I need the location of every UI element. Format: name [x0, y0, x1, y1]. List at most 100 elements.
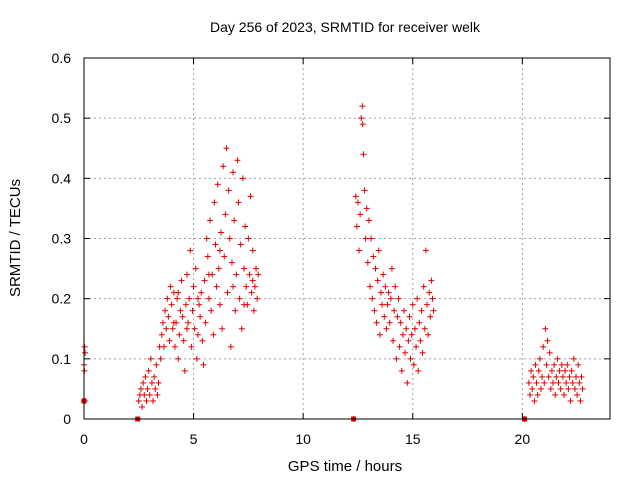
data-point	[230, 283, 237, 290]
data-point	[359, 103, 366, 110]
x-axis-label: GPS time / hours	[288, 458, 402, 475]
y-tick-label: 0.3	[52, 231, 72, 247]
y-tick-label: 0.2	[52, 291, 72, 307]
data-point	[178, 277, 185, 284]
data-point	[224, 289, 231, 296]
data-point	[243, 283, 250, 290]
data-point	[569, 379, 576, 386]
data-point	[379, 301, 386, 308]
data-point	[528, 367, 535, 374]
data-point	[382, 283, 389, 290]
data-point	[228, 259, 235, 266]
data-point	[363, 205, 370, 212]
data-point	[194, 295, 201, 302]
data-point	[402, 349, 409, 356]
data-point	[373, 319, 380, 326]
data-point	[242, 223, 249, 230]
data-point	[215, 265, 222, 272]
data-point	[365, 217, 372, 224]
data-point	[548, 367, 555, 374]
data-point	[232, 307, 239, 314]
data-point	[250, 307, 257, 314]
data-point	[563, 379, 570, 386]
data-point	[371, 307, 378, 314]
data-point	[236, 295, 243, 302]
x-tick-label: 15	[405, 431, 421, 447]
data-point	[539, 373, 546, 380]
data-point	[577, 397, 584, 404]
data-point	[210, 331, 217, 338]
data-point	[545, 373, 552, 380]
data-point	[364, 259, 371, 266]
axis-ticks: 0 0.1 0.2 0.3 0.4 0.5 0.6 0 5 10 15 20	[52, 50, 610, 447]
data-points	[81, 103, 586, 422]
y-tick-label: 0.5	[52, 110, 72, 126]
data-point	[380, 271, 387, 278]
data-point	[196, 301, 203, 308]
data-point	[230, 169, 237, 176]
data-point	[150, 397, 157, 404]
data-point	[167, 283, 174, 290]
data-point	[383, 325, 390, 332]
data-point	[217, 229, 224, 236]
data-point	[565, 385, 572, 392]
data-point	[179, 313, 186, 320]
data-point	[221, 253, 228, 260]
data-point	[202, 319, 209, 326]
data-point	[394, 313, 401, 320]
data-point	[214, 181, 221, 188]
data-point	[370, 253, 377, 260]
x-tick-label: 10	[295, 431, 311, 447]
data-point	[147, 355, 154, 362]
data-point	[175, 355, 182, 362]
data-point	[358, 115, 365, 122]
data-point	[247, 193, 254, 200]
data-point	[222, 211, 229, 218]
data-point	[542, 325, 549, 332]
data-point	[417, 337, 424, 344]
data-point	[208, 307, 215, 314]
data-point	[360, 151, 367, 158]
data-point	[155, 379, 162, 386]
data-point	[233, 271, 240, 278]
data-point	[529, 385, 536, 392]
data-point	[425, 331, 432, 338]
data-point	[205, 295, 212, 302]
data-point	[535, 367, 542, 374]
data-point	[354, 199, 361, 206]
data-point	[398, 367, 405, 374]
data-point	[393, 355, 400, 362]
data-point	[356, 247, 363, 254]
data-point	[226, 235, 233, 242]
data-point	[220, 163, 227, 170]
data-point	[411, 325, 418, 332]
data-point	[576, 379, 583, 386]
data-point	[552, 391, 559, 398]
data-point	[255, 271, 262, 278]
data-point	[362, 235, 369, 242]
data-point	[353, 223, 360, 230]
data-point	[361, 187, 368, 194]
data-point	[537, 385, 544, 392]
data-point	[143, 397, 150, 404]
data-point	[198, 289, 205, 296]
data-point	[407, 355, 414, 362]
data-point	[193, 355, 200, 362]
data-point	[203, 235, 210, 242]
data-point	[387, 295, 394, 302]
data-point	[189, 307, 196, 314]
data-point	[205, 271, 212, 278]
data-point	[154, 391, 161, 398]
data-point	[410, 361, 417, 368]
data-point	[166, 337, 173, 344]
data-point	[245, 235, 252, 242]
data-point	[146, 391, 153, 398]
data-point	[564, 361, 571, 368]
data-point	[429, 295, 436, 302]
data-point	[212, 241, 219, 248]
gridlines	[84, 58, 610, 419]
data-point	[187, 247, 194, 254]
y-axis-label: SRMTID / TECUs	[7, 179, 24, 297]
data-point	[157, 355, 164, 362]
